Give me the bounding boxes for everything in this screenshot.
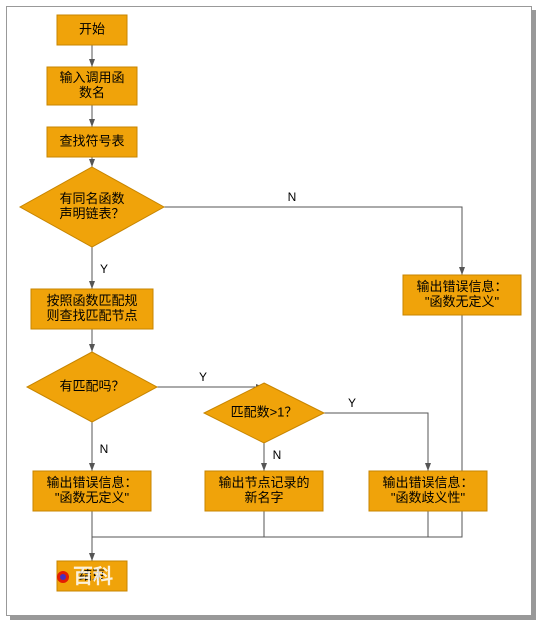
node-match: 按照函数匹配规则查找匹配节点 — [31, 289, 153, 329]
node-text: 数名 — [79, 85, 105, 100]
node-text: 则查找匹配节点 — [46, 308, 137, 323]
node-text: 有匹配吗？ — [59, 378, 124, 393]
edge-label: Y — [100, 262, 108, 276]
node-text: 新名字 — [244, 490, 283, 505]
nodes-group: 开始输入调用函数名查找符号表有同名函数声明链表？按照函数匹配规则查找匹配节点有匹… — [20, 15, 521, 591]
edge — [92, 511, 264, 537]
node-text: 开始 — [79, 21, 105, 36]
node-d1: 有同名函数声明链表？ — [20, 167, 164, 247]
node-input: 输入调用函数名 — [47, 67, 137, 105]
node-text: 按照函数匹配规 — [46, 293, 137, 308]
node-errR2: 输出错误信息："函数歧义性" — [369, 471, 487, 511]
node-lookup: 查找符号表 — [47, 127, 137, 157]
node-newname: 输出节点记录的新名字 — [205, 471, 323, 511]
edge — [92, 511, 428, 537]
flowchart-frame: Y N Y N Y N 开始输入调用函数名查找符号表有同名函数声明链表？ 按照函数匹配规则查找… — [6, 6, 532, 616]
edge — [164, 207, 462, 275]
node-text: 有同名函数 — [59, 191, 124, 206]
node-text: 输出节点记录的 — [218, 475, 309, 490]
node-start: 开始 — [57, 15, 127, 45]
node-text: "函数歧义性" — [391, 490, 466, 505]
svg-text:Bai: Bai — [19, 563, 53, 588]
node-d3: 匹配数>1？ — [204, 383, 324, 443]
node-text: 输出错误信息： — [382, 475, 473, 490]
node-text: 声明链表？ — [59, 206, 124, 221]
edge-label: Y — [199, 370, 207, 384]
node-d2: 有匹配吗？ — [27, 352, 157, 422]
node-text: 输出错误信息： — [416, 279, 507, 294]
node-text: 输入调用函 — [59, 70, 124, 85]
node-errL: 输出错误信息："函数无定义" — [33, 471, 151, 511]
svg-text:百科: 百科 — [73, 564, 113, 588]
flowchart-svg: Y N Y N Y N 开始输入调用函数名查找符号表有同名函数声明链表？ 按照函数匹配规则查找… — [7, 7, 531, 615]
node-text: 输出错误信息： — [46, 475, 137, 490]
node-text: "函数无定义" — [55, 490, 130, 505]
edge-label: Y — [348, 396, 356, 410]
node-text: 查找符号表 — [59, 133, 124, 148]
edge-label: N — [273, 448, 282, 462]
node-text: 匹配数>1？ — [231, 404, 298, 419]
node-text: "函数无定义" — [425, 294, 500, 309]
node-errR1: 输出错误信息："函数无定义" — [403, 275, 521, 315]
edge-label: N — [288, 190, 297, 204]
flowchart-container: Y N Y N Y N 开始输入调用函数名查找符号表有同名函数声明链表？ 按照函数匹配规则查找… — [0, 0, 542, 626]
edge — [324, 413, 428, 471]
edge-label: N — [100, 442, 109, 456]
